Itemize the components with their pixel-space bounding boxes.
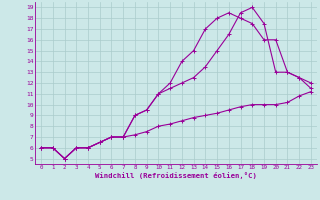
X-axis label: Windchill (Refroidissement éolien,°C): Windchill (Refroidissement éolien,°C) [95, 172, 257, 179]
